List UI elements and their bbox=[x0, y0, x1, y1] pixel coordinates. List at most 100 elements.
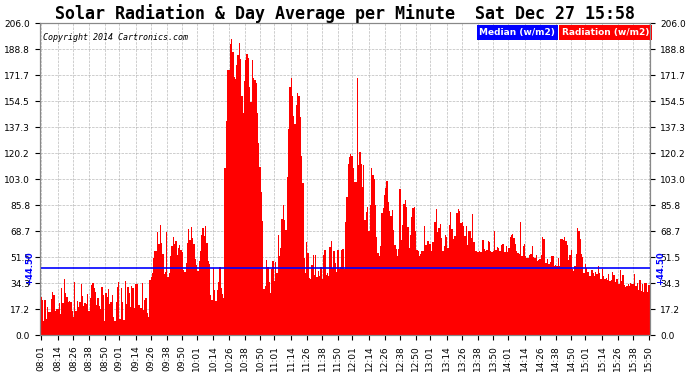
Bar bbox=[571, 250, 572, 335]
Bar bbox=[621, 281, 622, 335]
Bar bbox=[159, 225, 161, 335]
Bar bbox=[103, 294, 104, 335]
Bar bbox=[581, 254, 582, 335]
Bar bbox=[466, 226, 467, 335]
Bar bbox=[315, 255, 317, 335]
Bar bbox=[431, 251, 432, 335]
Bar bbox=[484, 249, 485, 335]
Bar bbox=[604, 279, 606, 335]
Bar bbox=[391, 216, 392, 335]
Bar bbox=[624, 285, 625, 335]
Bar bbox=[78, 307, 79, 335]
Bar bbox=[193, 244, 195, 335]
Bar bbox=[328, 276, 329, 335]
Bar bbox=[181, 252, 183, 335]
Bar bbox=[575, 254, 577, 335]
Bar bbox=[591, 270, 593, 335]
Bar bbox=[437, 232, 438, 335]
Bar bbox=[551, 256, 553, 335]
Bar bbox=[204, 236, 205, 335]
Bar bbox=[481, 252, 482, 335]
Bar bbox=[464, 236, 466, 335]
Bar bbox=[283, 205, 284, 335]
Bar bbox=[152, 273, 153, 335]
Bar bbox=[175, 241, 177, 335]
Bar bbox=[646, 283, 647, 335]
Bar bbox=[217, 290, 218, 335]
Bar bbox=[90, 298, 91, 335]
Bar bbox=[271, 268, 273, 335]
Bar bbox=[397, 256, 398, 335]
Bar bbox=[380, 246, 382, 335]
Bar bbox=[208, 261, 209, 335]
Bar bbox=[327, 273, 328, 335]
Bar bbox=[196, 266, 197, 335]
Bar bbox=[60, 314, 61, 335]
Bar bbox=[468, 231, 469, 335]
Bar bbox=[41, 300, 43, 335]
Bar bbox=[302, 183, 304, 335]
Bar bbox=[205, 226, 206, 335]
Bar bbox=[417, 251, 419, 335]
Bar bbox=[293, 116, 295, 335]
Bar bbox=[647, 291, 649, 335]
Bar bbox=[522, 246, 524, 335]
Bar bbox=[131, 286, 132, 335]
Bar bbox=[252, 60, 253, 335]
Bar bbox=[510, 237, 511, 335]
Bar bbox=[319, 276, 320, 335]
Bar bbox=[143, 310, 144, 335]
Bar bbox=[132, 288, 134, 335]
Bar bbox=[97, 298, 99, 335]
Bar bbox=[529, 255, 531, 335]
Bar bbox=[86, 304, 87, 335]
Bar bbox=[81, 284, 82, 335]
Bar bbox=[617, 279, 618, 335]
Bar bbox=[373, 179, 375, 335]
Bar bbox=[329, 247, 331, 335]
Bar bbox=[305, 273, 306, 335]
Bar bbox=[635, 286, 637, 335]
Bar bbox=[336, 272, 337, 335]
Bar bbox=[351, 156, 353, 335]
Bar bbox=[213, 267, 214, 335]
Bar bbox=[433, 242, 435, 335]
Bar bbox=[457, 209, 459, 335]
Bar bbox=[122, 302, 124, 335]
Bar bbox=[233, 77, 235, 335]
Bar bbox=[526, 258, 528, 335]
Text: +44.50: +44.50 bbox=[25, 251, 34, 285]
Bar bbox=[482, 240, 484, 335]
Bar bbox=[267, 267, 268, 335]
Bar bbox=[210, 295, 212, 335]
Bar bbox=[384, 195, 385, 335]
Bar bbox=[183, 270, 184, 335]
Bar bbox=[139, 304, 140, 335]
Bar bbox=[565, 241, 566, 335]
Bar bbox=[342, 249, 344, 335]
Bar bbox=[542, 237, 543, 335]
Bar bbox=[214, 290, 215, 335]
Bar bbox=[516, 251, 518, 335]
Bar bbox=[413, 208, 414, 335]
Bar bbox=[392, 210, 393, 335]
Bar bbox=[518, 253, 519, 335]
Bar bbox=[112, 296, 113, 335]
Bar bbox=[560, 239, 562, 335]
Bar bbox=[275, 262, 276, 335]
Bar bbox=[586, 267, 587, 335]
Bar bbox=[486, 250, 488, 335]
Title: Solar Radiation & Day Average per Minute  Sat Dec 27 15:58: Solar Radiation & Day Average per Minute… bbox=[55, 4, 635, 23]
Bar bbox=[454, 236, 455, 335]
Bar bbox=[257, 113, 258, 335]
Bar bbox=[589, 276, 590, 335]
Text: Radiation (w/m2): Radiation (w/m2) bbox=[562, 28, 649, 37]
Bar bbox=[79, 302, 81, 335]
Bar bbox=[155, 251, 156, 335]
Bar bbox=[295, 124, 296, 335]
Bar bbox=[169, 273, 170, 335]
Bar bbox=[585, 264, 586, 335]
Bar bbox=[346, 197, 348, 335]
Bar bbox=[569, 255, 571, 335]
Bar bbox=[248, 58, 249, 335]
